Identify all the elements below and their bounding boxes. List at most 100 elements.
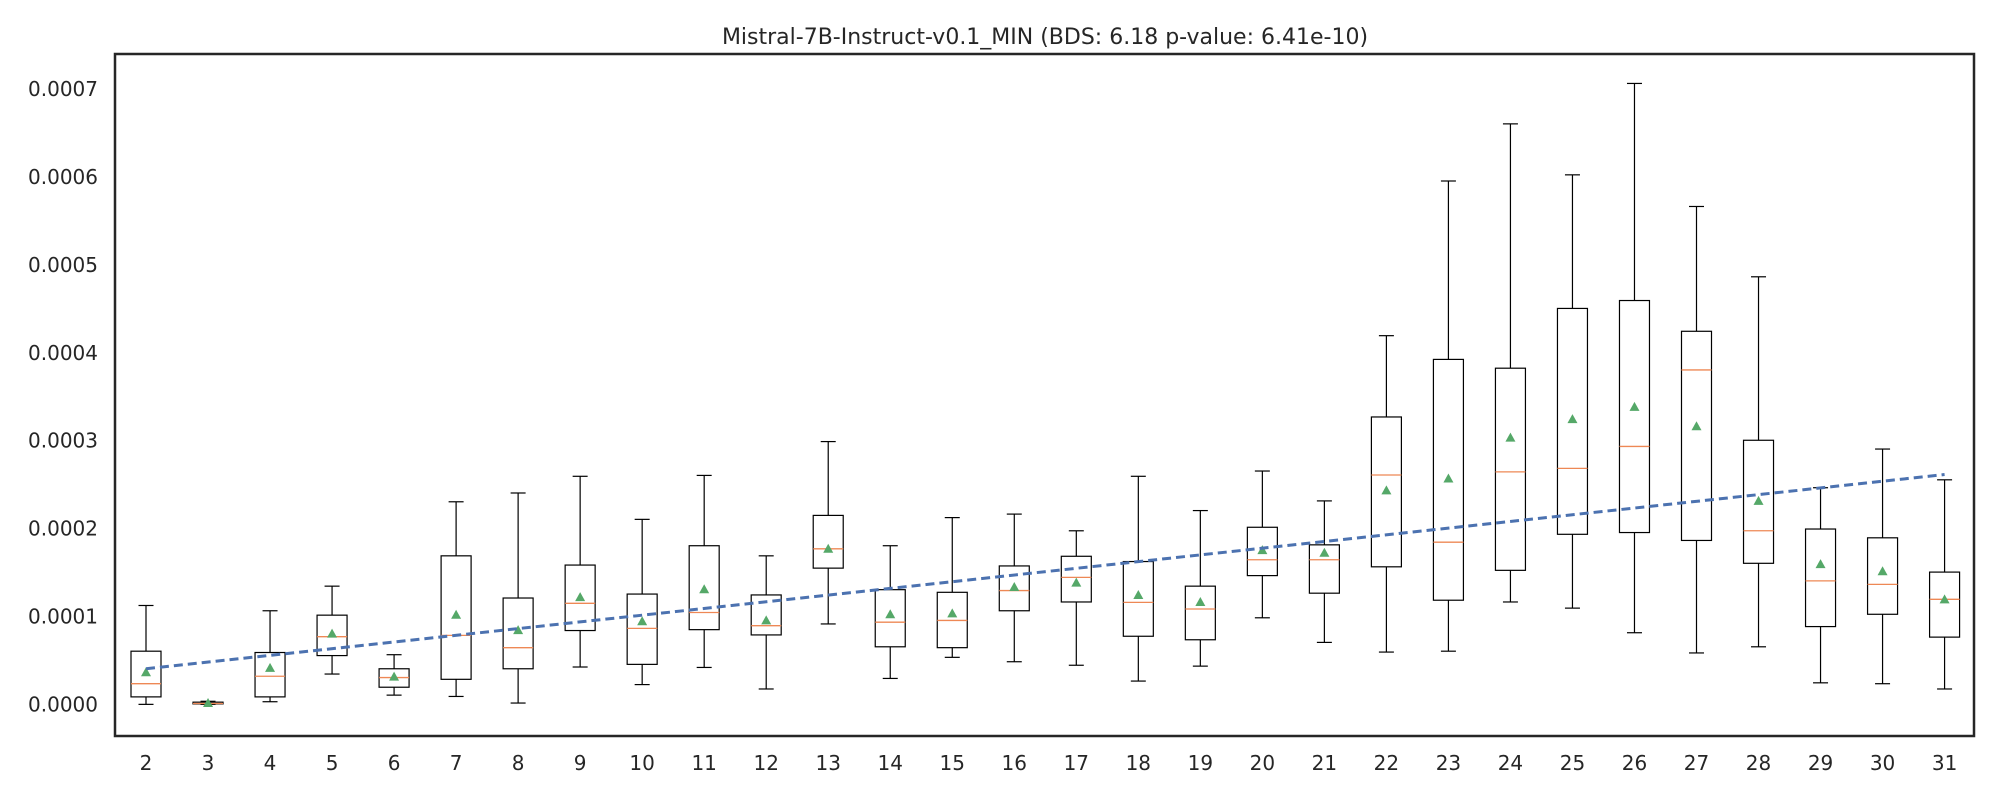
box-group: [1494, 123, 1527, 603]
box-group: [1928, 479, 1961, 690]
x-tick-label: 4: [264, 751, 277, 775]
box-group: [1804, 487, 1837, 684]
box-body: [564, 564, 596, 632]
x-tick-label: 5: [326, 751, 339, 775]
box-group: [626, 518, 658, 686]
box-body: [130, 650, 162, 698]
box-group: [998, 513, 1030, 663]
mean-marker: [1505, 432, 1516, 442]
box-group: [378, 654, 410, 696]
box-body: [1680, 330, 1713, 542]
box-group: [1122, 475, 1154, 682]
box-body: [1928, 571, 1961, 638]
mean-marker: [327, 628, 338, 638]
mean-marker: [1567, 414, 1578, 424]
box-group: [1866, 448, 1899, 685]
y-tick-label: 0.0003: [28, 429, 98, 453]
box-group: [440, 501, 472, 698]
x-tick-label: 11: [691, 751, 716, 775]
x-tick-label: 26: [1622, 751, 1647, 775]
box-body: [1866, 537, 1899, 615]
mean-marker: [1443, 473, 1454, 483]
x-tick-label: 22: [1374, 751, 1399, 775]
x-tick-label: 25: [1560, 751, 1585, 775]
box-body: [998, 565, 1030, 612]
mean-marker: [389, 671, 400, 681]
x-tick-label: 24: [1498, 751, 1523, 775]
box-group: [1742, 276, 1775, 648]
x-tick-label: 23: [1436, 751, 1461, 775]
mean-marker: [203, 698, 214, 708]
trend-line: [145, 473, 1945, 671]
box-body: [254, 651, 286, 698]
x-axis-tick-labels: 2 3 4 5 6 7 8 9 10 11 12 13 14 15 16 17 18 19 20 21 22 23 24 25…: [140, 751, 1958, 775]
mean-marker: [1381, 485, 1392, 495]
x-tick-label: 6: [388, 751, 401, 775]
x-tick-label: 9: [574, 751, 587, 775]
box-body: [1618, 299, 1651, 534]
x-tick-label: 12: [753, 751, 778, 775]
box-group: [1680, 205, 1713, 654]
y-tick-label: 0.0004: [28, 341, 98, 365]
box-body: [1804, 528, 1837, 628]
x-tick-label: 27: [1684, 751, 1709, 775]
x-tick-label: 10: [629, 751, 654, 775]
mean-marker: [823, 543, 834, 553]
box-group: [316, 585, 348, 675]
box-group: [1556, 174, 1589, 609]
y-tick-label: 0.0002: [28, 517, 98, 541]
mean-marker: [699, 584, 710, 594]
box-body: [688, 545, 720, 631]
box-group: [130, 604, 162, 705]
box-group: [1308, 500, 1340, 644]
mean-marker: [1753, 495, 1764, 505]
mean-marker: [1629, 401, 1640, 411]
box-group: [1370, 335, 1403, 653]
mean-marker: [513, 625, 524, 635]
mean-marker: [761, 615, 772, 625]
x-tick-label: 15: [940, 751, 965, 775]
mean-marker: [947, 608, 958, 618]
box-group: [936, 517, 968, 658]
x-tick-label: 16: [1002, 751, 1027, 775]
mean-marker: [141, 667, 151, 677]
y-tick-label: 0.0000: [28, 692, 98, 716]
box-group: [192, 698, 224, 708]
box-body: [812, 514, 844, 569]
x-tick-label: 7: [450, 751, 463, 775]
box-body: [1494, 367, 1527, 571]
box-group: [688, 474, 720, 669]
mean-marker: [885, 609, 896, 619]
y-tick-label: 0.0005: [28, 253, 98, 277]
box-body: [316, 614, 348, 657]
box-group: [1246, 470, 1278, 619]
box-body: [440, 555, 472, 680]
box-body: [1742, 439, 1775, 564]
mean-marker: [575, 592, 586, 602]
box-group: [564, 475, 596, 668]
box-body: [1060, 555, 1092, 603]
y-tick-label: 0.0006: [28, 165, 98, 189]
mean-marker: [1133, 589, 1144, 599]
mean-marker: [265, 662, 276, 672]
box-group: [874, 545, 906, 680]
chart-title: Mistral-7B-Instruct-v0.1_MIN (BDS: 6.18 …: [722, 25, 1368, 50]
x-tick-label: 19: [1188, 751, 1213, 775]
mean-marker: [637, 616, 648, 626]
x-tick-label: 21: [1312, 751, 1337, 775]
x-tick-label: 14: [878, 751, 903, 775]
x-tick-label: 20: [1250, 751, 1275, 775]
box-series: [130, 82, 1961, 708]
x-tick-label: 3: [202, 751, 215, 775]
box-body: [1370, 416, 1403, 568]
x-tick-label: 18: [1126, 751, 1151, 775]
box-group: [254, 610, 286, 703]
x-tick-label: 31: [1932, 751, 1957, 775]
mean-marker: [1691, 421, 1702, 431]
plot-frame: [113, 52, 1976, 738]
box-body: [1556, 307, 1589, 535]
box-body: [1184, 585, 1216, 641]
box-body: [750, 594, 782, 636]
y-tick-label: 0.0001: [28, 604, 98, 628]
